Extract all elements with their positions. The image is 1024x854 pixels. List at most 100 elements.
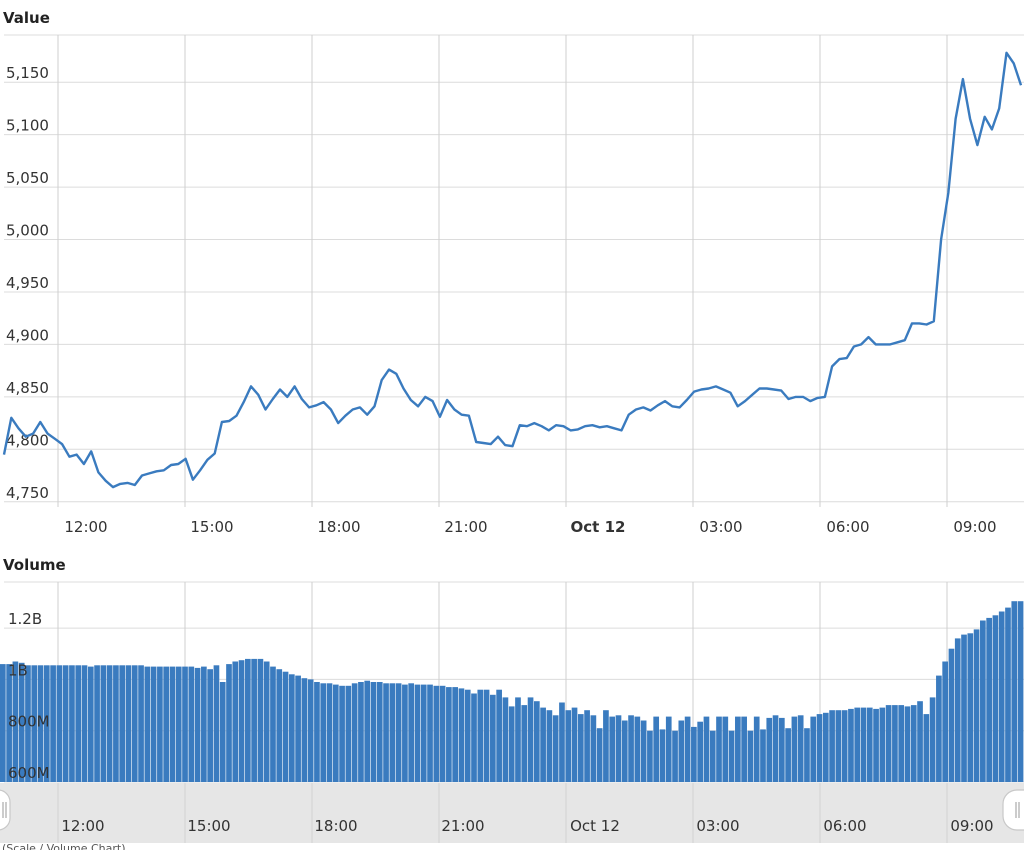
volume-bar: [616, 715, 622, 782]
volume-bar: [515, 697, 521, 782]
navigator-right-handle[interactable]: [1003, 790, 1024, 830]
volume-bar: [383, 683, 389, 782]
volume-bar: [930, 697, 936, 782]
volume-bar: [653, 717, 659, 782]
volume-bar: [854, 708, 860, 782]
volume-bar: [75, 665, 81, 782]
volume-bar: [314, 682, 320, 782]
volume-bar: [986, 618, 992, 782]
volume-bar: [691, 727, 697, 782]
volume-bar: [107, 665, 113, 782]
navigator-x-tick-label: Oct 12: [570, 817, 620, 835]
value-y-tick-label: 5,050: [6, 169, 49, 187]
volume-bar: [710, 731, 716, 782]
volume-bar: [352, 683, 358, 782]
value-y-tick-label: 5,000: [6, 222, 49, 240]
drag-handle-icon[interactable]: [0, 790, 10, 830]
volume-bar: [201, 667, 207, 782]
volume-bar: [188, 667, 194, 782]
value-x-tick-label: 06:00: [826, 518, 869, 536]
volume-bar: [440, 686, 446, 782]
volume-bar: [892, 705, 898, 782]
volume-bar: [289, 674, 295, 782]
volume-bar: [880, 708, 886, 782]
volume-bar: [521, 705, 527, 782]
value-series-line: [4, 53, 1021, 487]
volume-bar: [465, 690, 471, 782]
volume-bar: [346, 686, 352, 782]
volume-bar: [226, 664, 232, 782]
volume-bar: [722, 717, 728, 782]
volume-panel-title: Volume: [3, 556, 66, 574]
volume-bar: [647, 731, 653, 782]
volume-bar: [157, 667, 163, 782]
volume-bar: [886, 705, 892, 782]
value-y-tick-label: 4,800: [6, 431, 49, 449]
volume-y-tick-label: 1B: [8, 661, 28, 679]
volume-bar: [119, 665, 125, 782]
volume-bar: [295, 676, 301, 782]
volume-bar: [0, 664, 6, 782]
volume-bar: [427, 685, 433, 782]
volume-bar: [635, 717, 641, 782]
value-y-tick-label: 4,850: [6, 379, 49, 397]
volume-bar: [974, 629, 980, 782]
volume-bar: [961, 635, 967, 782]
volume-bar: [57, 665, 63, 782]
navigator-x-tick-label: 03:00: [696, 817, 739, 835]
volume-bar: [609, 717, 615, 782]
volume-bar: [917, 701, 923, 782]
navigator-left-handle[interactable]: [0, 790, 10, 830]
volume-bar: [320, 683, 326, 782]
volume-bar: [496, 690, 502, 782]
volume-bar: [898, 705, 904, 782]
volume-bar: [848, 709, 854, 782]
volume-bar: [327, 683, 333, 782]
volume-y-tick-label: 1.2B: [8, 610, 42, 628]
volume-bar: [371, 682, 377, 782]
volume-bar: [126, 665, 132, 782]
value-vertical-grid: [58, 35, 947, 507]
volume-bar: [798, 715, 804, 782]
volume-bar: [339, 686, 345, 782]
volume-bar: [565, 710, 571, 782]
volume-bar: [955, 638, 961, 782]
volume-bar: [276, 669, 282, 782]
value-x-tick-label: 15:00: [190, 518, 233, 536]
volume-bar: [452, 687, 458, 782]
volume-bar: [402, 685, 408, 782]
navigator-background[interactable]: [0, 783, 1024, 843]
value-y-tick-label: 5,100: [6, 117, 49, 135]
volume-bar: [584, 710, 590, 782]
volume-bar: [113, 665, 119, 782]
value-x-tick-label: 21:00: [444, 518, 487, 536]
volume-bar: [82, 665, 88, 782]
volume-bar: [603, 710, 609, 782]
volume-bar: [591, 715, 597, 782]
drag-handle-icon[interactable]: [1003, 790, 1024, 830]
volume-bar: [50, 665, 56, 782]
volume-bar: [942, 662, 948, 783]
volume-bar: [138, 665, 144, 782]
volume-bar: [622, 721, 628, 783]
volume-bar: [905, 706, 911, 782]
volume-bar: [471, 694, 477, 783]
volume-bar: [333, 685, 339, 782]
volume-bar: [239, 660, 245, 782]
volume-bar: [421, 685, 427, 782]
volume-bar: [540, 708, 546, 782]
volume-bar: [459, 688, 465, 782]
value-x-tick-label: 12:00: [64, 518, 107, 536]
volume-bar: [829, 710, 835, 782]
volume-bar: [823, 713, 829, 782]
value-panel: Value 4,7504,8004,8504,9004,9505,0005,05…: [3, 9, 1024, 536]
value-x-tick-label: 18:00: [317, 518, 360, 536]
volume-bar: [69, 665, 75, 782]
volume-bar: [390, 683, 396, 782]
navigator-x-tick-label: 15:00: [187, 817, 230, 835]
volume-bar: [377, 682, 383, 782]
